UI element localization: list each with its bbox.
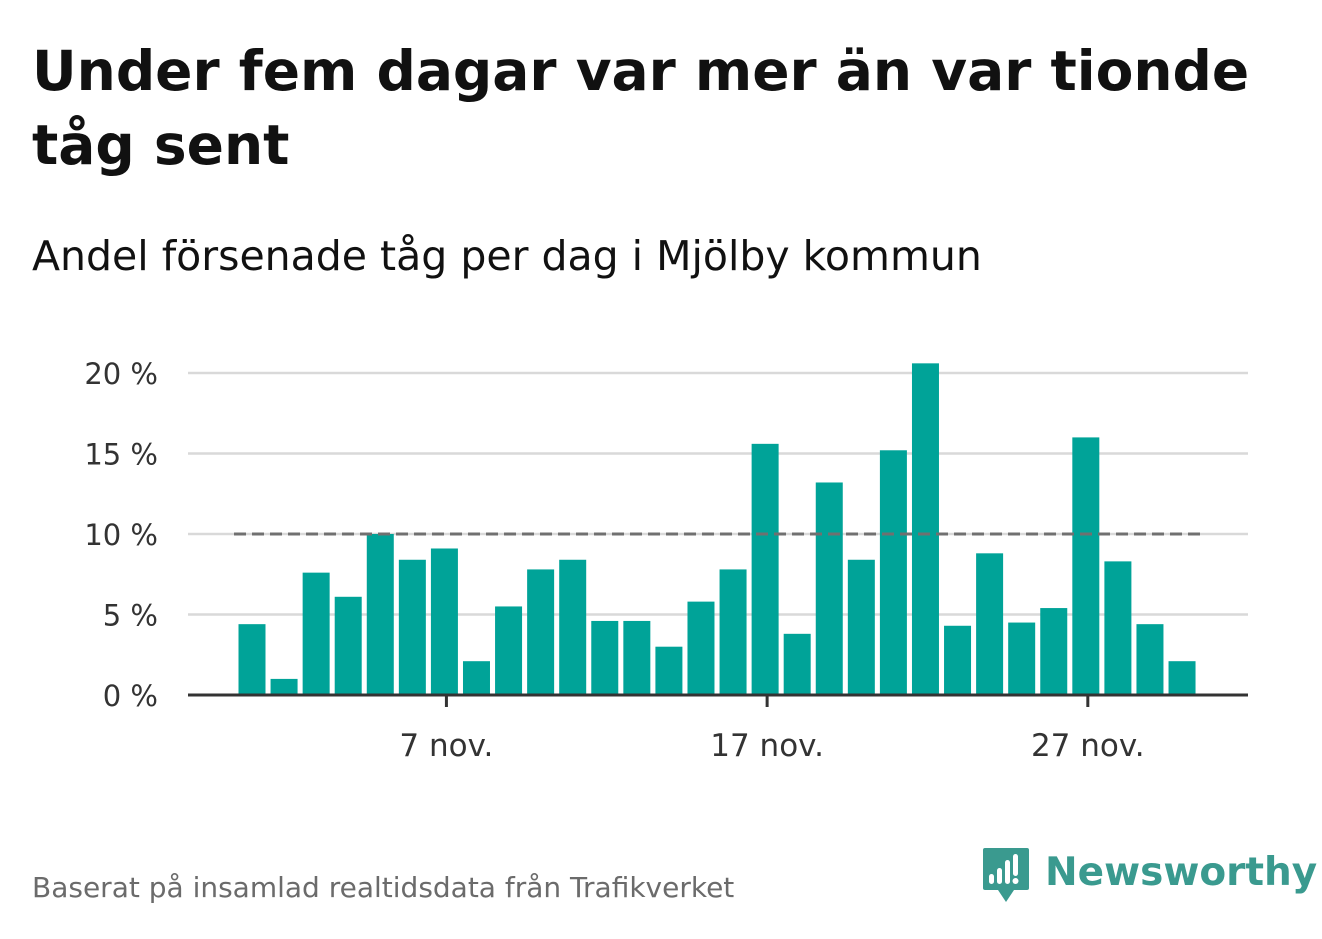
bar: [815, 482, 843, 695]
bar: [1040, 608, 1068, 695]
bar: [751, 443, 779, 695]
bar: [719, 569, 747, 695]
bar: [366, 534, 394, 695]
bar: [398, 559, 426, 695]
y-tick-label: 0 %: [103, 679, 158, 713]
bar: [559, 559, 587, 695]
x-tick-label: 7 nov.: [399, 728, 493, 764]
chart-subtitle: Andel försenade tåg per dag i Mjölby kom…: [32, 232, 982, 280]
newsworthy-logo: Newsworthy: [981, 846, 1317, 912]
bar: [591, 620, 619, 695]
bar: [944, 625, 972, 695]
bar: [976, 553, 1004, 695]
x-tick-label: 17 nov.: [710, 728, 824, 764]
y-tick-label: 20 %: [84, 357, 158, 391]
bar: [1008, 622, 1036, 695]
bar: [655, 646, 683, 695]
bar: [462, 661, 490, 695]
bar: [879, 450, 907, 695]
x-tick-label: 27 nov.: [1031, 728, 1145, 764]
bar: [270, 678, 298, 695]
chart-title: Under fem dagar var mer än var tionde tå…: [32, 39, 1250, 177]
y-axis-labels: 0 % 5 % 10 % 15 % 20 %: [84, 357, 158, 713]
newsworthy-logo-icon: [983, 848, 1029, 902]
bar: [334, 596, 362, 695]
brand-name: Newsworthy: [1045, 850, 1318, 895]
bar: [430, 548, 458, 695]
bar: [911, 363, 939, 695]
bars: [238, 363, 1196, 695]
source-note: Baserat på insamlad realtidsdata från Tr…: [32, 871, 735, 904]
y-tick-label: 5 %: [103, 599, 158, 633]
bar: [783, 633, 811, 695]
bar: [1136, 624, 1164, 695]
y-tick-label: 15 %: [84, 438, 158, 472]
y-tick-label: 10 %: [84, 518, 158, 552]
bar: [238, 624, 266, 695]
bar: [527, 569, 555, 695]
bar: [847, 559, 875, 695]
bar: [302, 572, 330, 695]
bar: [1168, 661, 1196, 695]
bar: [495, 606, 523, 695]
bar: [623, 620, 651, 695]
bar-chart: 0 % 5 % 10 % 15 % 20 % 7 nov. 17 nov. 27 nov.: [84, 357, 1248, 764]
x-axis: [188, 693, 1248, 707]
bar: [687, 601, 715, 695]
x-axis-labels: 7 nov. 17 nov. 27 nov.: [399, 728, 1144, 764]
bar: [1072, 437, 1100, 695]
bar: [1104, 561, 1132, 695]
